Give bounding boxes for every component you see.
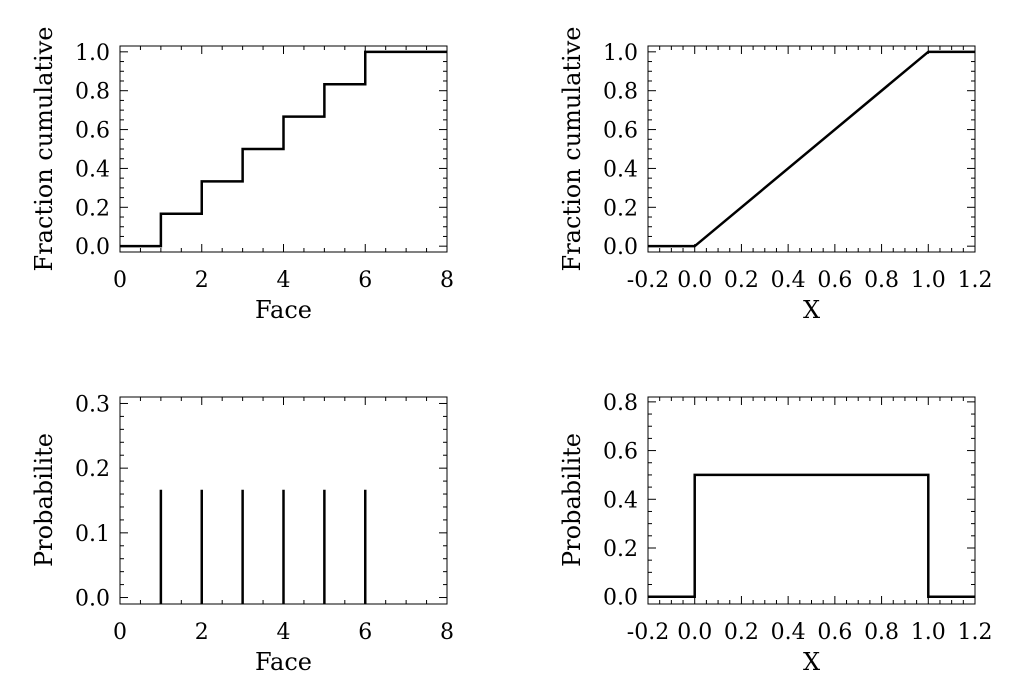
- x-tick-label: 0.8: [864, 620, 899, 645]
- series-line: [648, 50, 975, 248]
- x-axis-title: X: [803, 648, 820, 676]
- x-tick-label: 2: [195, 620, 209, 645]
- plot-frame: [647, 396, 976, 605]
- panel-pdf-x: -0.2 0.0 0.2 0.4 0.6 0.8 1.0 1.2 0.00.20.40.60.…: [558, 391, 993, 676]
- y-axis-title: Fraction cumulative: [30, 27, 58, 272]
- y-tick-label: 0.8: [603, 391, 638, 416]
- y-tick-label: 0.2: [75, 196, 110, 221]
- x-tick-label: 1.2: [958, 268, 993, 293]
- y-tick-label: 0.0: [603, 235, 638, 260]
- x-tick-labels: 0 2 4 6 8: [113, 268, 454, 293]
- panel-cdf-x: -0.2 0.0 0.2 0.4 0.6 0.8 1.0 1.2 0.00.20.40.60.…: [558, 27, 993, 324]
- x-tick-label: 4: [277, 620, 291, 645]
- x-axis-title: Face: [255, 648, 312, 676]
- x-tick-label: 4: [277, 268, 291, 293]
- tick-marks: [119, 46, 448, 252]
- x-tick-label: 6: [358, 268, 372, 293]
- x-tick-label: 8: [440, 620, 454, 645]
- x-tick-label: -0.2: [627, 268, 669, 293]
- x-tick-labels: -0.2 0.0 0.2 0.4 0.6 0.8 1.0 1.2: [627, 620, 993, 645]
- x-tick-label: 0.4: [771, 268, 806, 293]
- data-marks: [648, 50, 975, 248]
- x-tick-label: 0: [113, 620, 127, 645]
- x-tick-label: 0.0: [677, 620, 712, 645]
- y-axis-title: Fraction cumulative: [558, 27, 586, 272]
- tick-marks: [647, 397, 976, 604]
- x-tick-label: 1.0: [911, 620, 946, 645]
- x-tick-label: 1.2: [958, 620, 993, 645]
- x-tick-labels: -0.2 0.0 0.2 0.4 0.6 0.8 1.0 1.2: [627, 268, 993, 293]
- y-tick-label: 0.0: [75, 235, 110, 260]
- y-tick-label: 1.0: [75, 41, 110, 66]
- y-tick-label: 0.8: [603, 80, 638, 105]
- x-tick-label: 1.0: [911, 268, 946, 293]
- y-tick-label: 0.6: [75, 119, 110, 144]
- x-tick-label: 0.2: [724, 620, 759, 645]
- y-tick-label: 0.8: [75, 80, 110, 105]
- x-tick-label: 0.4: [771, 620, 806, 645]
- x-tick-label: 0.2: [724, 268, 759, 293]
- y-tick-label: 0.4: [603, 157, 638, 182]
- y-tick-labels: 0.0 0.2 0.4 0.6 0.8 1.0: [75, 41, 110, 260]
- data-marks: [648, 473, 975, 598]
- y-tick-label: 0.4: [603, 488, 638, 513]
- x-tick-label: 2: [195, 268, 209, 293]
- series-line: [648, 473, 975, 598]
- y-tick-label: 0.0: [75, 587, 110, 612]
- panel-pmf-face: 0 2 4 6 8 0.0 0.1 0.2 0.3 Face Probabilite: [30, 392, 454, 676]
- y-tick-label: 0.1: [75, 522, 110, 547]
- y-tick-label: 0.3: [75, 392, 110, 417]
- y-tick-labels: 0.0 0.2 0.4 0.6 0.8: [603, 391, 638, 611]
- y-tick-label: 0.6: [603, 119, 638, 144]
- x-axis-title: X: [803, 296, 820, 324]
- series-line: [120, 50, 447, 248]
- y-tick-label: 0.6: [603, 440, 638, 465]
- y-tick-label: 0.2: [75, 457, 110, 482]
- x-tick-labels: 0 2 4 6 8: [113, 620, 454, 645]
- panel-cdf-face: 0 2 4 6 8 0.0 0.2 0.4 0.6 0.8 1.0 Face Fraction c…: [30, 27, 454, 324]
- x-tick-label: 0.8: [864, 268, 899, 293]
- x-axis-title: Face: [255, 296, 312, 324]
- x-tick-label: 6: [358, 620, 372, 645]
- y-tick-label: 1.0: [603, 41, 638, 66]
- y-tick-labels: 0.0 0.2 0.4 0.6 0.8 1.0: [603, 41, 638, 260]
- x-tick-label: 0: [113, 268, 127, 293]
- y-tick-label: 0.4: [75, 157, 110, 182]
- y-tick-label: 0.2: [603, 537, 638, 562]
- y-axis-title: Probabilite: [558, 433, 586, 567]
- x-tick-label: 0.0: [677, 268, 712, 293]
- y-tick-labels: 0.0 0.1 0.2 0.3: [75, 392, 110, 611]
- x-tick-label: -0.2: [627, 620, 669, 645]
- y-tick-label: 0.0: [603, 586, 638, 611]
- x-tick-label: 0.6: [817, 268, 852, 293]
- y-axis-title: Probabilite: [30, 433, 58, 567]
- x-tick-label: 0.6: [817, 620, 852, 645]
- y-tick-label: 0.2: [603, 196, 638, 221]
- data-marks: [120, 50, 447, 248]
- data-marks: [159, 489, 367, 604]
- x-tick-label: 8: [440, 268, 454, 293]
